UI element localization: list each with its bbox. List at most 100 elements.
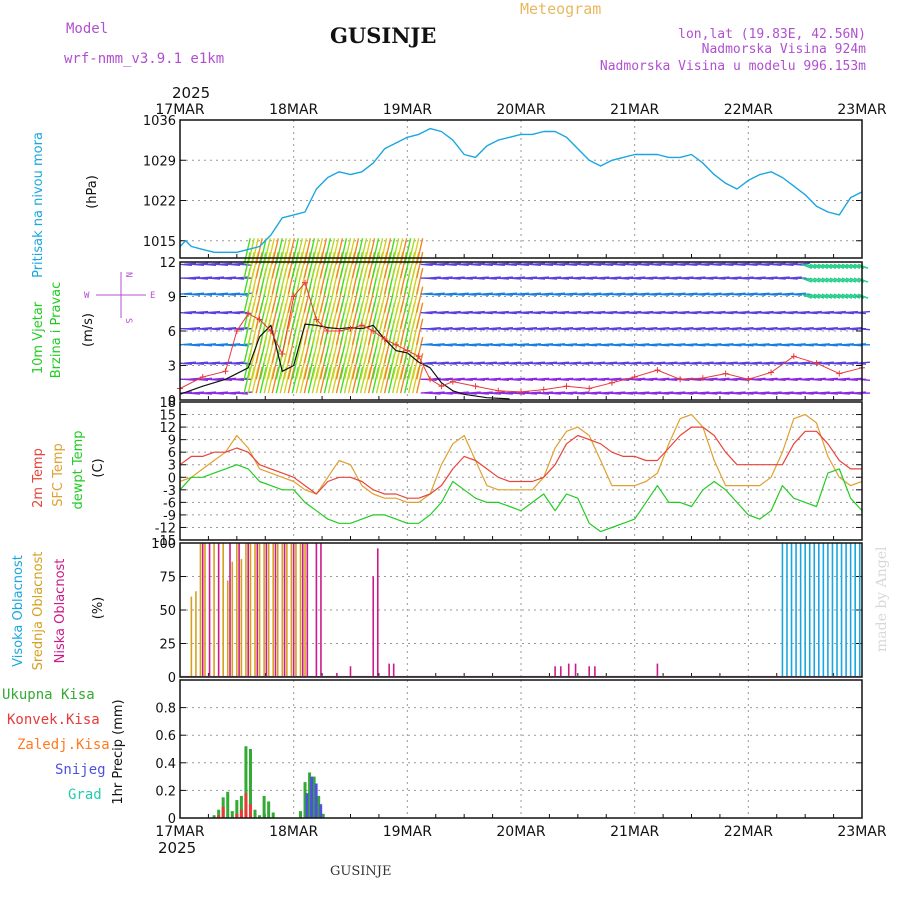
series-layer [177, 127, 865, 818]
legend-conv-rain: Konvek.Kisa [7, 712, 100, 728]
wind-barb [240, 343, 253, 346]
wind-barb [817, 293, 829, 299]
legend-total-rain: Ukupna Kisa [2, 687, 95, 703]
wind-barb [351, 366, 360, 394]
total-rain-bar [253, 809, 257, 818]
wind-barb [416, 238, 424, 265]
grid-lines [179, 119, 863, 819]
total-rain-bar [244, 746, 248, 818]
wind-barb [323, 238, 332, 265]
wind-barb [255, 366, 263, 394]
y-tick-label: 0.2 [155, 784, 176, 799]
wind-barb [299, 251, 308, 279]
wind-barb [263, 238, 271, 265]
conv-rain-bar [244, 793, 248, 818]
wind-barb [407, 251, 416, 279]
x-tick-label-bottom: 22MAR [724, 824, 773, 840]
y-tick-label: 50 [159, 604, 176, 619]
total-rain-bar [226, 791, 230, 818]
wind-barb [335, 366, 344, 394]
x-tick-label-bottom: 20MAR [496, 824, 545, 840]
wind-barb [363, 251, 372, 279]
wind-barb [311, 251, 320, 279]
compass-s: S [123, 318, 133, 323]
y-tick-label: 0 [168, 394, 176, 409]
wind-barb [371, 251, 380, 279]
wind-barb [821, 293, 833, 299]
wind-barb [347, 251, 356, 279]
wind-barb [319, 366, 328, 394]
y-tick-label: 1015 [143, 235, 176, 250]
wind-barb [821, 277, 833, 283]
sfc-temp-line [179, 413, 863, 503]
total-rain-bar [248, 749, 252, 818]
total-rain-bar [303, 782, 307, 818]
wind-barb [259, 366, 267, 394]
wind-barb [845, 293, 857, 299]
wind-barb [805, 263, 817, 269]
wind-barb [287, 251, 295, 279]
wind-barb [841, 277, 853, 283]
station-title: GUSINJE [330, 23, 436, 48]
wind-barbs [179, 238, 871, 395]
panel-frame [179, 119, 863, 259]
y-tick-label: 1022 [143, 195, 176, 210]
total-rain-bar [230, 811, 234, 818]
wind-barb [833, 277, 845, 283]
wind-barb [287, 238, 295, 265]
x-tick-label-bottom: 23MAR [837, 824, 886, 840]
precip-legend: Ukupna Kisa Konvek.Kisa Zaledj.Kisa Snij… [2, 687, 110, 803]
y-tick-label: 0.8 [155, 702, 176, 717]
wind-barb [251, 238, 259, 265]
wind-barb [395, 238, 404, 265]
wind-barb [805, 277, 817, 283]
wind-barb [283, 238, 291, 265]
x-tick-label-top: 21MAR [610, 102, 659, 118]
wind-barb [283, 366, 291, 394]
wind-barb [327, 366, 336, 394]
wind-barb [255, 238, 263, 265]
wind-barb [243, 251, 251, 279]
wind-barb [825, 293, 837, 299]
wind-barb [857, 378, 871, 381]
wind-barb [407, 366, 416, 394]
y-tick-label: -6 [163, 496, 176, 511]
wind-barb [379, 238, 388, 265]
total-rain-bar [235, 800, 239, 818]
wind-barb [343, 251, 352, 279]
wind-barb [263, 366, 271, 394]
wind-barb [275, 366, 283, 394]
x-tick-label-top: 19MAR [383, 102, 432, 118]
wind-barb [857, 293, 869, 299]
y-tick-label: 25 [159, 638, 176, 653]
model-elevation-label: Nadmorska Visina u modelu 996.153m [600, 59, 866, 74]
wind-barb [315, 238, 324, 265]
wind-barb [291, 238, 300, 265]
wind-barb [849, 263, 861, 269]
panel-frames [179, 119, 863, 819]
wind-barb [303, 251, 312, 279]
wind-barb [412, 238, 420, 265]
wind-barb [845, 263, 857, 269]
lonlat-label: lon,lat (19.83E, 42.56N) [678, 27, 866, 42]
wind-barb [813, 277, 825, 283]
cloud-ylabel-high: Visoka Oblacnost [11, 555, 26, 667]
wind-barb [339, 251, 348, 279]
wind-barb [347, 366, 356, 394]
wind-barb [829, 263, 841, 269]
credit-watermark: made by Angel [874, 546, 890, 652]
x-tick-label-bottom: 19MAR [383, 824, 432, 840]
wind-barb [247, 366, 255, 394]
wind-barb [837, 263, 849, 269]
wind-barb [391, 251, 400, 279]
wind-barb [279, 251, 287, 279]
wind-ylabel-1: 10m Vjetar [31, 301, 46, 374]
wind-barb [391, 238, 400, 265]
wind-barb [259, 238, 267, 265]
wind-barb [403, 366, 412, 394]
wind-barb [387, 238, 396, 265]
wind-barb [379, 251, 388, 279]
conv-rain-bar [239, 809, 243, 818]
wind-barb [295, 251, 304, 279]
total-rain-bar [271, 812, 275, 818]
